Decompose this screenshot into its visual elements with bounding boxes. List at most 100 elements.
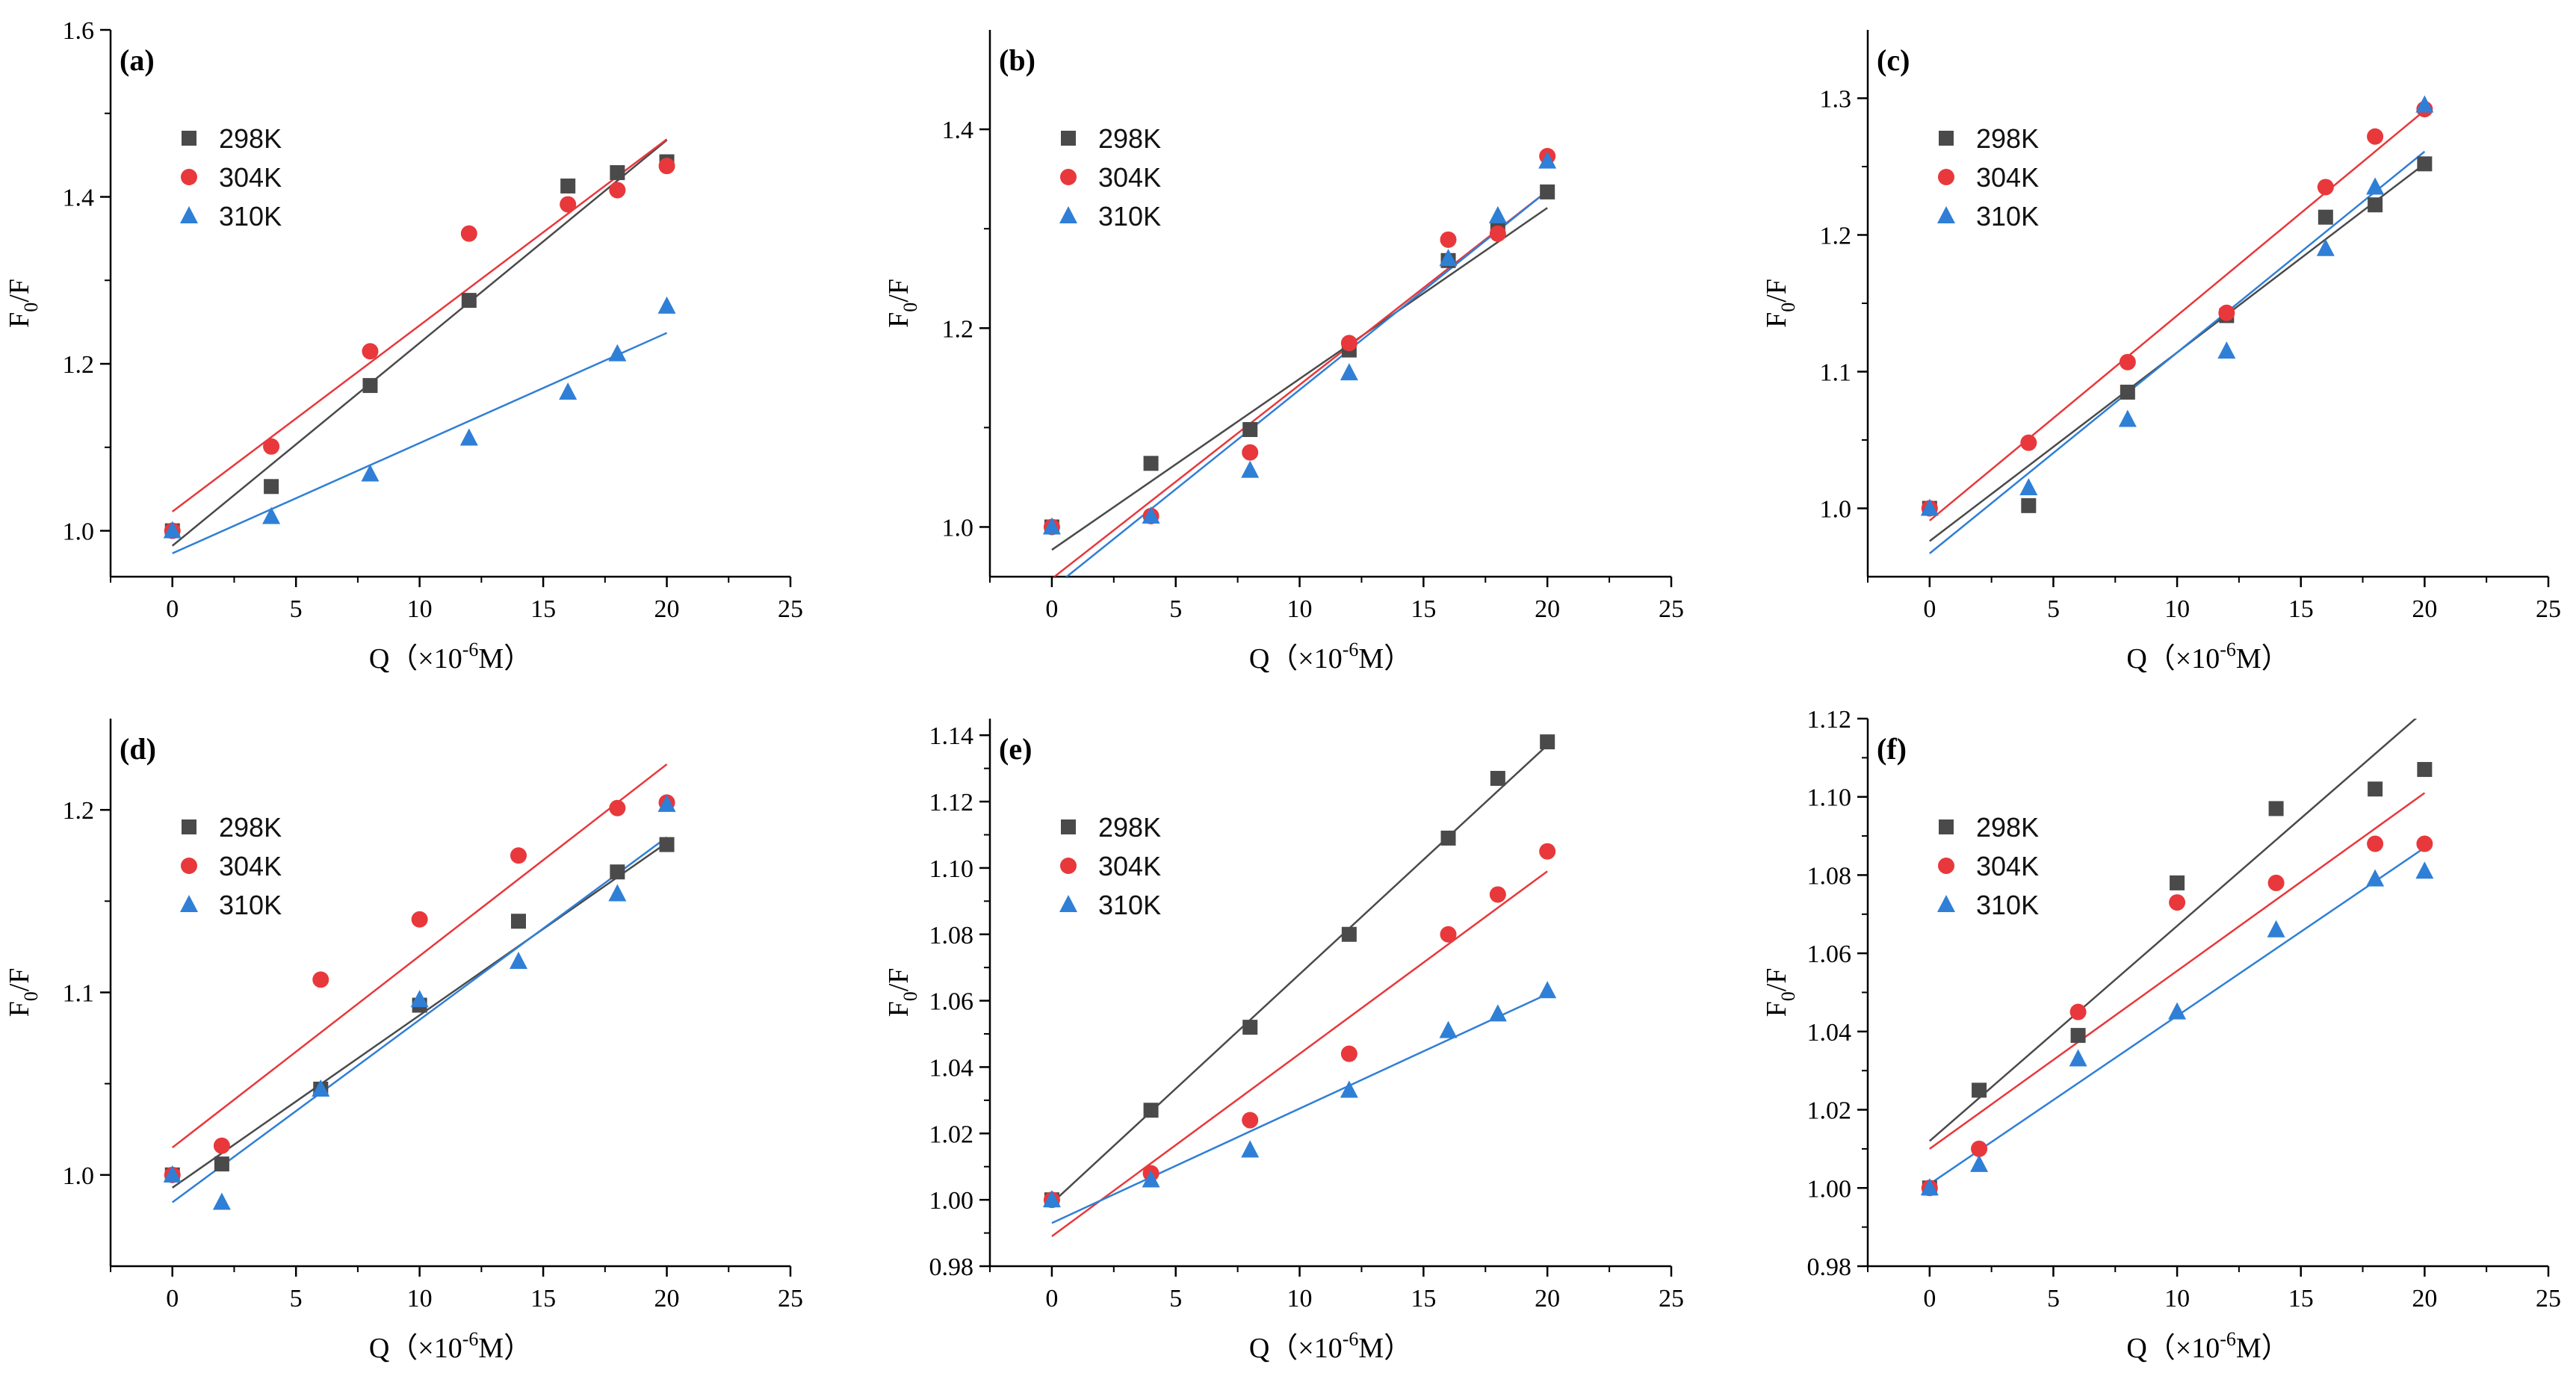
- data-point-310K: [1241, 1140, 1260, 1158]
- data-point-310K: [510, 951, 527, 969]
- x-tick-label: 25: [778, 1285, 803, 1313]
- x-axis-title-exponent: -6: [1343, 639, 1359, 660]
- fit-lines: [171, 138, 668, 554]
- x-tick-label: 15: [1411, 1285, 1436, 1313]
- data-point-304K: [1242, 1112, 1259, 1129]
- legend-label-310K: 310K: [1098, 890, 1161, 920]
- y-axis-title-rest: /F: [1761, 968, 1792, 992]
- x-tick-label: 20: [1535, 595, 1560, 623]
- x-axis-title-main: Q（×10: [2126, 643, 2220, 675]
- x-tick-label: 25: [1659, 595, 1684, 623]
- x-axis-title-main: Q（×10: [1249, 643, 1343, 675]
- y-axis-title-main: F: [4, 312, 35, 328]
- y-axis-title: F0/F: [883, 279, 921, 328]
- legend-marker-310K: [1059, 895, 1077, 912]
- x-tick-label: 10: [1287, 1285, 1313, 1313]
- x-axis-title-main: Q（×10: [1249, 1333, 1343, 1364]
- x-tick-label: 25: [2536, 595, 2561, 623]
- data-point-310K: [1538, 981, 1557, 999]
- panel-label: (a): [120, 43, 155, 77]
- fit-line-298K: [1928, 719, 2418, 1142]
- data-point-298K: [1143, 456, 1159, 471]
- legend-marker-298K: [1061, 819, 1076, 834]
- legend-label-298K: 298K: [219, 123, 282, 154]
- legend-label-310K: 310K: [1098, 201, 1161, 232]
- x-tick-label: 5: [2047, 595, 2060, 623]
- legend-label-310K: 310K: [1976, 201, 2039, 232]
- data-point-298K: [214, 1156, 229, 1172]
- fit-line-304K: [1051, 870, 1548, 1238]
- y-axis-title-subscript: 0: [20, 303, 42, 312]
- data-point-304K: [1242, 444, 1259, 461]
- chart-panel-e: 0 5 10 15 20 25 0.98 1.00 1.02 1.04 1.06 1.08 1.10 1.…: [883, 719, 1684, 1364]
- data-point-310K: [1920, 1178, 1939, 1196]
- data-point-298K: [2021, 498, 2037, 513]
- y-axis-title-subscript: 0: [1777, 303, 1799, 312]
- legend-marker-310K: [180, 895, 198, 912]
- y-tick-label: 0.98: [929, 1253, 974, 1281]
- x-tick-label: 15: [2288, 595, 2314, 623]
- fit-lines: [1929, 110, 2426, 554]
- data-point-310K: [1538, 151, 1557, 169]
- data-point-298K: [659, 837, 675, 852]
- data-point-310K: [1439, 1020, 1458, 1038]
- data-point-310K: [559, 382, 578, 400]
- legend-marker-298K: [182, 131, 196, 146]
- data-point-304K: [1971, 1140, 1988, 1157]
- x-axis-title-exponent: -6: [462, 639, 479, 660]
- x-tick-label: 0: [1923, 1285, 1936, 1313]
- legend-marker-304K: [1938, 858, 1954, 874]
- y-tick-label: 1.10: [929, 855, 974, 883]
- legend-marker-298K: [1939, 131, 1954, 146]
- legend-marker-310K: [1937, 895, 1955, 912]
- data-point-310K: [1042, 1190, 1061, 1208]
- y-tick-label: 1.12: [1807, 706, 1852, 734]
- data-point-298K: [362, 378, 378, 394]
- data-point-310K: [2118, 409, 2137, 427]
- y-tick-label: 1.04: [1807, 1019, 1852, 1047]
- y-tick-label: 1.0: [63, 518, 95, 546]
- x-tick-label: 20: [2412, 595, 2437, 623]
- data-point-310K: [1970, 1154, 1989, 1172]
- data-point-310K: [657, 296, 676, 314]
- data-point-298K: [2070, 1028, 2086, 1044]
- data-point-310K: [361, 464, 380, 482]
- y-tick-label: 1.00: [1807, 1175, 1852, 1203]
- x-axis-title-unit: M）: [1358, 1333, 1412, 1364]
- y-tick-label: 1.0: [1820, 496, 1852, 524]
- data-point-304K: [2218, 304, 2235, 321]
- y-tick-label: 1.0: [63, 1162, 95, 1190]
- y-axis-title-subscript: 0: [20, 991, 42, 1001]
- legend-marker-310K: [1937, 206, 1955, 223]
- fit-line-310K: [172, 332, 668, 554]
- legend-label-310K: 310K: [1976, 890, 2039, 920]
- data-point-304K: [411, 911, 428, 928]
- y-tick-label: 1.06: [1807, 940, 1852, 968]
- x-tick-label: 20: [1535, 1285, 1560, 1313]
- fit-line-310K: [171, 836, 668, 1203]
- y-tick-label: 1.1: [1820, 359, 1852, 387]
- x-axis-title-main: Q（×10: [369, 643, 462, 675]
- data-point-304K: [560, 196, 577, 213]
- data-point-310K: [2217, 341, 2236, 359]
- y-tick-label: 1.6: [63, 17, 95, 45]
- y-tick-label: 1.3: [1820, 86, 1852, 114]
- data-point-310K: [1241, 460, 1260, 478]
- data-point-304K: [2020, 434, 2037, 451]
- fit-line-304K: [1929, 792, 2426, 1150]
- data-point-310K: [2415, 95, 2434, 113]
- data-point-310K: [2366, 177, 2385, 195]
- y-tick-label: 1.00: [929, 1187, 974, 1215]
- legend-marker-310K: [1059, 206, 1077, 223]
- data-point-304K: [609, 182, 626, 199]
- legend-marker-304K: [1938, 169, 1954, 185]
- panel-label: (c): [1877, 43, 1910, 77]
- fit-line-304K: [1929, 110, 2426, 521]
- data-point-298K: [2417, 762, 2433, 778]
- y-axis-title-main: F: [4, 1001, 35, 1017]
- legend-label-304K: 304K: [1098, 851, 1161, 881]
- x-tick-label: 5: [2047, 1285, 2060, 1313]
- y-tick-label: 1.0: [942, 514, 974, 542]
- data-point-304K: [510, 847, 527, 864]
- chart-panel-f: 0 5 10 15 20 25 0.98 1.00 1.02 1.04 1.06 1.08 1.10 1.…: [1761, 706, 2561, 1364]
